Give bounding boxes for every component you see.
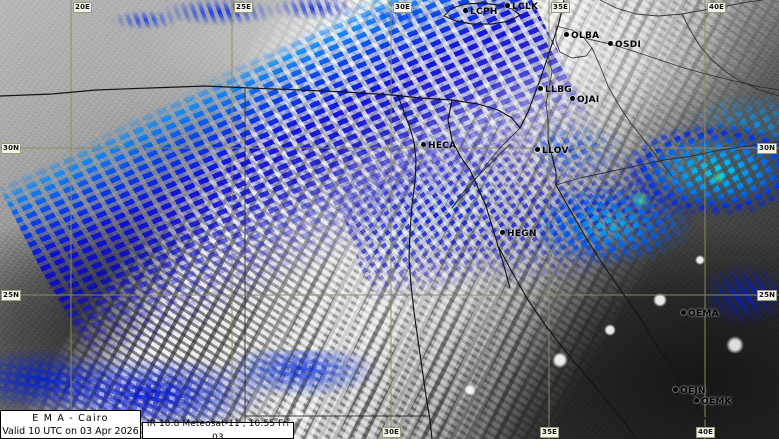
validity-time: Valid 10 UTC on 03 Apr 2026 — [2, 425, 139, 437]
agency-name: E M A - Cairo — [32, 412, 109, 424]
caption-bar: E M A - Cairo Valid 10 UTC on 03 Apr 202… — [0, 410, 294, 439]
station-label: HECA — [428, 141, 457, 151]
cold-top-enhancement-north — [100, 0, 520, 40]
agency-caption-box: E M A - Cairo Valid 10 UTC on 03 Apr 202… — [0, 410, 141, 439]
longitude-label-20e-top: 20E — [73, 2, 93, 13]
station-label: OLBA — [571, 31, 600, 41]
station-dot — [694, 398, 699, 403]
longitude-label-30e-top: 30E — [393, 2, 413, 13]
latitude-label-30n-right: 30N — [757, 143, 778, 154]
station-label: LLBG — [545, 85, 572, 95]
station-dot — [421, 142, 426, 147]
station-dot — [535, 147, 540, 152]
longitude-label-40e-top: 40E — [707, 2, 727, 13]
latitude-label-30n-left: 30N — [1, 143, 22, 154]
station-dot — [538, 86, 543, 91]
country-borders — [244, 0, 779, 439]
longitude-label-35e-bottom: 35E — [540, 427, 560, 438]
station-dot — [463, 8, 468, 13]
station-dot — [681, 310, 686, 315]
longitude-label-40e-bottom: 40E — [696, 427, 716, 438]
station-label: LCLK — [512, 2, 539, 12]
station-label: OEJN — [680, 386, 706, 396]
station-label: HEGN — [507, 229, 537, 239]
latitude-label-25n-left: 25N — [1, 290, 22, 301]
station-dot — [500, 230, 505, 235]
longitude-label-30e-bottom: 30E — [382, 427, 402, 438]
station-label: OEMK — [701, 397, 732, 407]
station-label: LCPH — [470, 7, 498, 17]
station-dot — [608, 41, 613, 46]
station-label: OJAI — [577, 95, 600, 105]
channel-caption-box: IR 10.8 Meteosat-11 , 10:55 Fri 03 — [142, 419, 294, 439]
station-dot — [673, 387, 678, 392]
station-dot — [505, 3, 510, 8]
channel-info: IR 10.8 Meteosat-11 , 10:55 Fri 03 — [146, 418, 290, 439]
station-dot — [564, 32, 569, 37]
longitude-label-35e-top: 35E — [551, 2, 571, 13]
longitude-label-25e-top: 25E — [234, 2, 254, 13]
coastlines — [0, 0, 721, 439]
latitude-label-25n-right: 25N — [757, 290, 778, 301]
station-dot — [570, 96, 575, 101]
station-label: OSDI — [615, 40, 642, 50]
station-label: LLOV — [542, 146, 569, 156]
station-label: OEMA — [688, 309, 719, 319]
coldest-top-enhancement — [600, 160, 760, 230]
